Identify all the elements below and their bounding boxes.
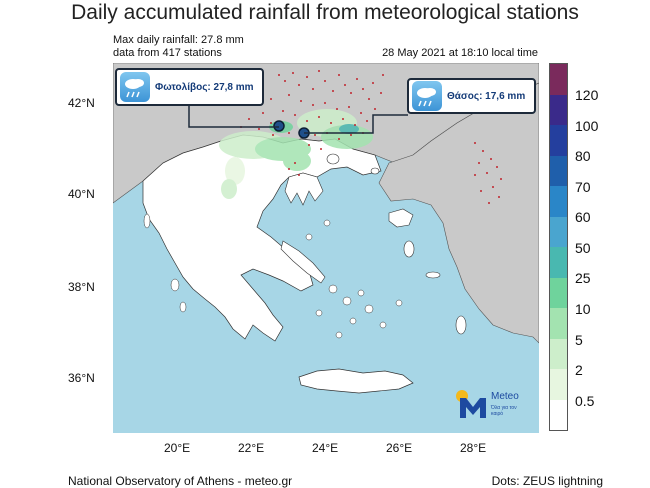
island (349, 317, 357, 325)
colorbar-label-100: 100 (575, 118, 599, 134)
rain-cloud-icon (120, 72, 150, 102)
colorbar-segment (550, 64, 567, 95)
lon-label-28: 28°E (460, 441, 487, 455)
meteo-logo-icon (456, 390, 486, 418)
colorbar-segment (550, 369, 567, 400)
chalkidiki (284, 172, 324, 206)
island (342, 296, 352, 306)
island (335, 331, 343, 339)
colorbar-label-70: 70 (575, 179, 591, 195)
zakynthos-island (179, 301, 187, 313)
callout-thasos[interactable]: Θάσος: 17,6 mm (407, 78, 536, 114)
colorbar-segment (550, 338, 567, 369)
colorbar-segment (550, 125, 567, 156)
colorbar (549, 63, 568, 431)
colorbar-label-5: 5 (575, 332, 583, 348)
colorbar-segment (550, 247, 567, 278)
kefalonia-island (170, 278, 180, 292)
colorbar-label-10: 10 (575, 301, 591, 317)
lon-label-24: 24°E (312, 441, 339, 455)
thasos-island (326, 153, 340, 165)
footer-source: National Observatory of Athens - meteo.g… (68, 474, 293, 488)
colorbar-label-80: 80 (575, 148, 591, 164)
timestamp-text: 28 May 2021 at 18:10 local time (382, 47, 538, 59)
colorbar-label-25: 25 (575, 270, 591, 286)
meteo-logo: Meteo Όλα για τον καιρό (453, 387, 543, 423)
corfu-island (143, 213, 151, 229)
lat-label-42: 42°N (68, 96, 95, 110)
island (364, 304, 374, 314)
colorbar-label-60: 60 (575, 209, 591, 225)
colorbar-label-120: 120 (575, 87, 599, 103)
rainfall-map[interactable] (112, 62, 540, 433)
colorbar-segment (550, 186, 567, 217)
lon-label-22: 22°E (238, 441, 265, 455)
lat-label-40: 40°N (68, 187, 95, 201)
chios-island (403, 240, 415, 258)
samos-island (425, 271, 441, 279)
colorbar-segment (550, 216, 567, 247)
callout-fotolivos-text: Φωτολίβος: 27,8 mm (155, 82, 254, 93)
callout-thasos-text: Θάσος: 17,6 mm (447, 91, 526, 102)
station-fotolivos[interactable] (273, 120, 285, 132)
colorbar-segment (550, 277, 567, 308)
colorbar-segment (550, 399, 567, 430)
euboea-island (280, 240, 326, 284)
lat-label-38: 38°N (68, 280, 95, 294)
samothrace-island (370, 167, 380, 175)
max-rainfall-text: Max daily rainfall: 27.8 mm (113, 34, 244, 46)
lat-label-36: 36°N (68, 371, 95, 385)
island (379, 321, 387, 329)
meteo-tagline: Όλα για τον καιρό (491, 405, 517, 417)
lon-label-26: 26°E (386, 441, 413, 455)
rhodes-island (455, 315, 467, 335)
colorbar-segment (550, 94, 567, 125)
island (357, 289, 365, 297)
lon-label-20: 20°E (164, 441, 191, 455)
colorbar-label-0-5: 0.5 (575, 393, 595, 409)
island (328, 284, 338, 294)
station-count-text: data from 417 stations (113, 47, 222, 59)
map-title: Daily accumulated rainfall from meteorol… (71, 1, 579, 24)
colorbar-label-50: 50 (575, 240, 591, 256)
island (395, 299, 403, 307)
island (315, 309, 323, 317)
island (305, 233, 313, 241)
meteo-brand: Meteo (491, 391, 519, 402)
callout-fotolivos[interactable]: Φωτολίβος: 27,8 mm (115, 68, 264, 106)
colorbar-segment (550, 308, 567, 339)
island (323, 219, 331, 227)
crete-island (298, 368, 414, 394)
map-svg (112, 62, 540, 433)
leader-line-right (304, 114, 408, 134)
leader-line-left (188, 101, 279, 128)
footer-lightning-note: Dots: ZEUS lightning (491, 474, 603, 488)
turkey-land (378, 82, 540, 344)
colorbar-label-2: 2 (575, 362, 583, 378)
rain-cloud-icon (412, 81, 442, 111)
colorbar-segment (550, 155, 567, 186)
lesvos-island (388, 208, 414, 228)
